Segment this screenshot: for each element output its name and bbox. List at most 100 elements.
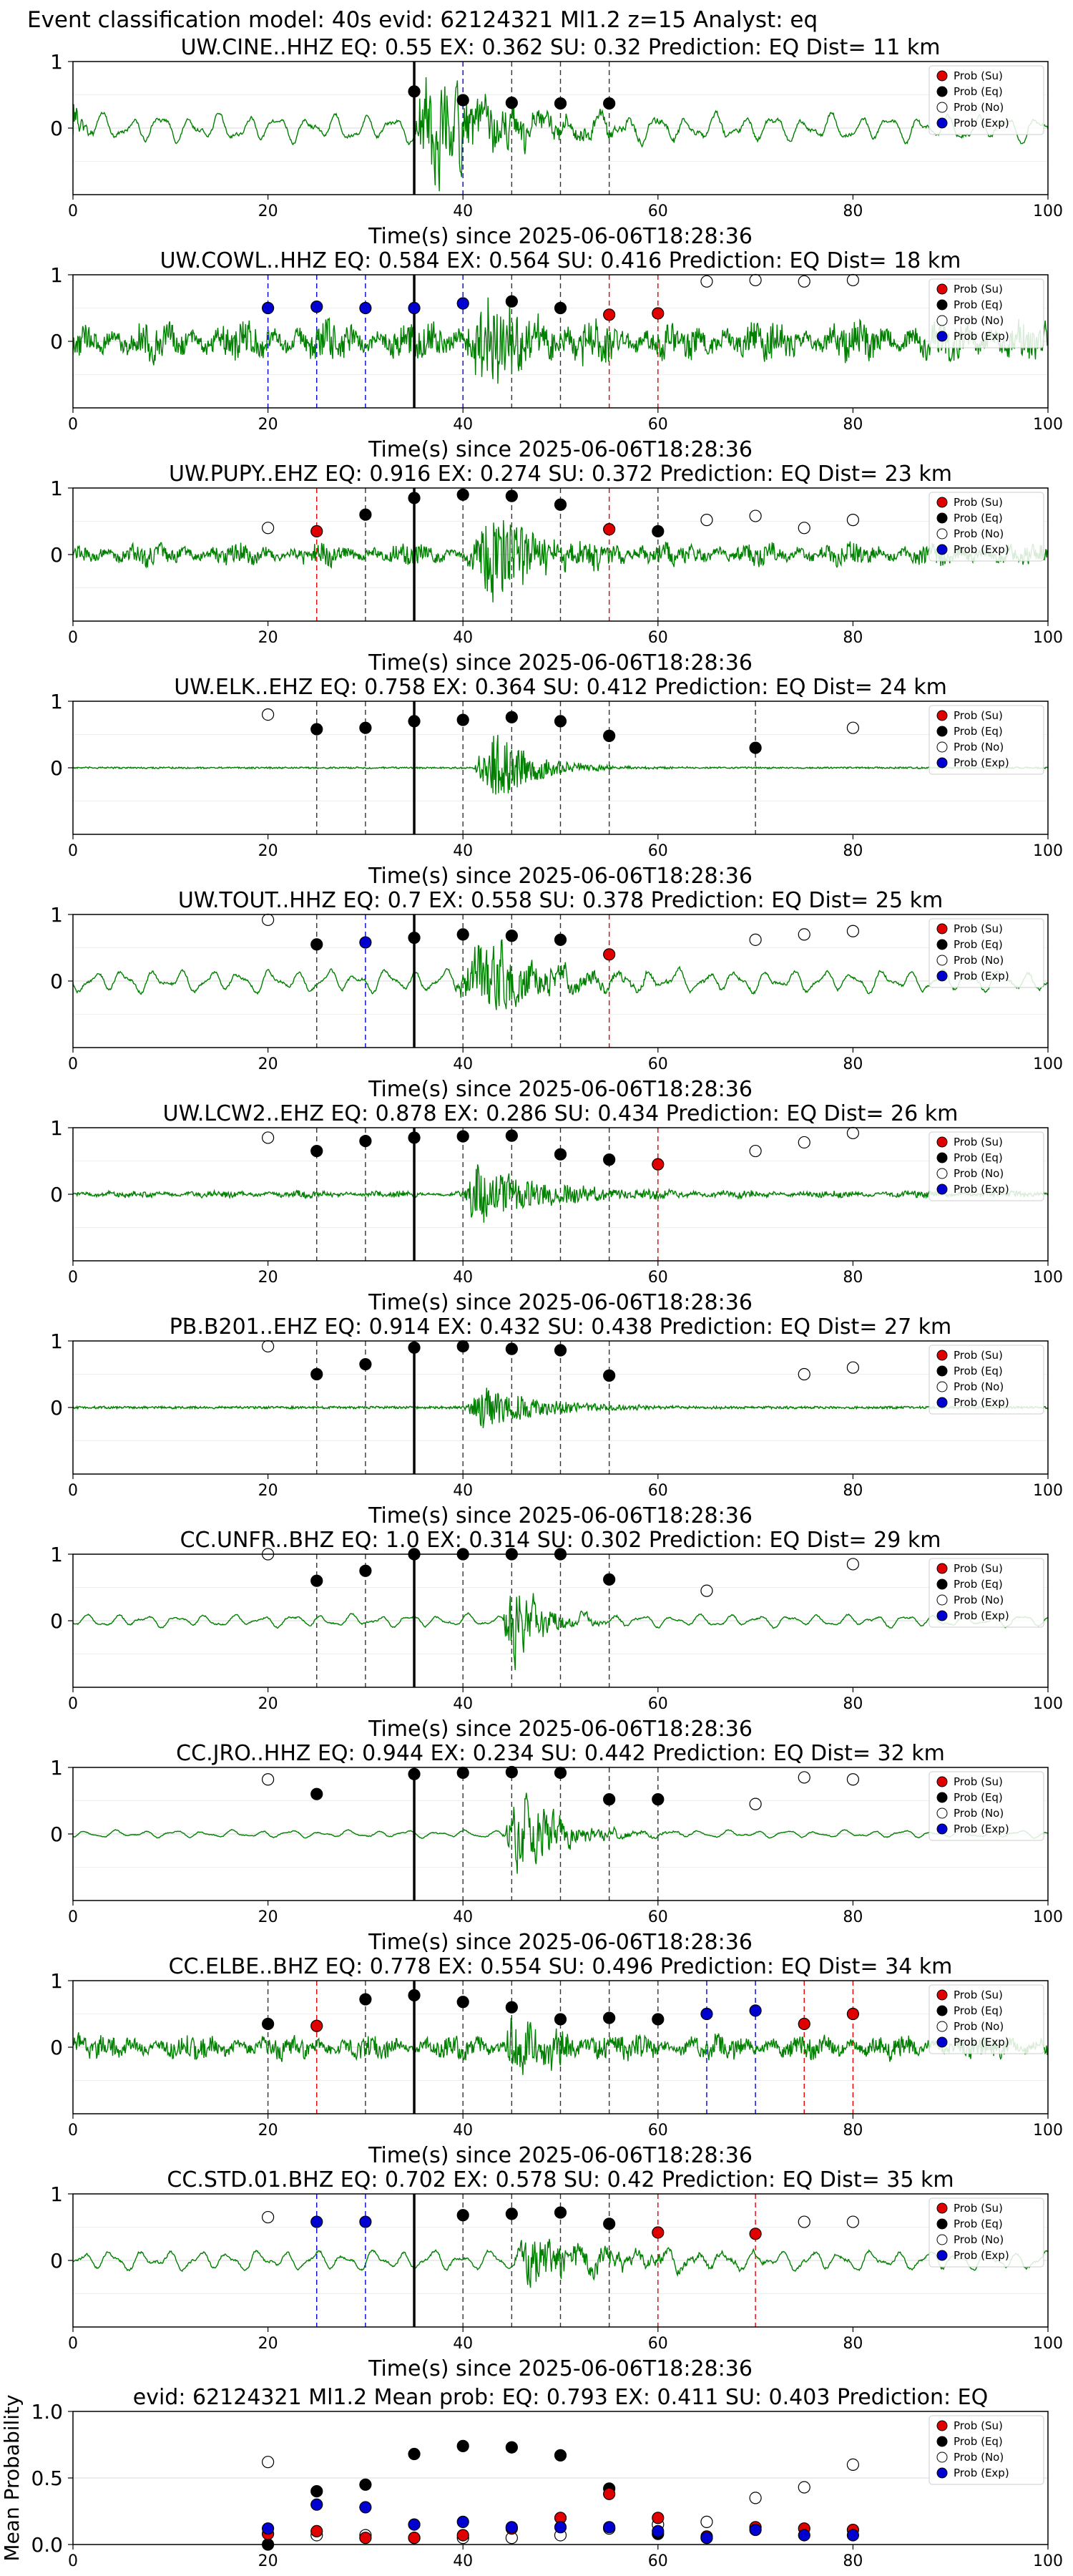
y-tick-label: 0.0 [31, 2533, 63, 2557]
marker-eq [603, 97, 616, 110]
legend-frame [929, 1131, 1044, 1201]
legend-marker-exp [936, 970, 948, 982]
legend-marker-su [936, 70, 948, 82]
panel: PB.B201..EHZ EQ: 0.914 EX: 0.432 SU: 0.4… [50, 1314, 1063, 1528]
marker-eq [310, 938, 323, 951]
legend-marker-eq [936, 1792, 948, 1803]
legend-label-su: Prob (Su) [954, 1136, 1003, 1148]
marker-eq [505, 1129, 518, 1142]
x-tick-label: 40 [453, 1055, 473, 1073]
marker-eq [359, 1134, 372, 1148]
marker-eq [456, 488, 469, 501]
x-tick-label: 100 [1033, 2552, 1063, 2570]
x-tick-label: 20 [258, 629, 278, 647]
legend-label-eq: Prob (Eq) [954, 298, 1003, 311]
mean-marker-no [262, 2456, 275, 2469]
x-tick-label: 40 [453, 1908, 473, 1926]
axes-frame [72, 1767, 1049, 1901]
marker-eq [652, 1793, 665, 1806]
legend-marker-su [936, 283, 948, 295]
mean-marker-exp [652, 2524, 665, 2537]
x-axis-label: Time(s) since 2025-06-06T18:28:36 [368, 1503, 753, 1528]
legend-label-su: Prob (Su) [954, 1989, 1003, 2001]
marker-su [652, 1158, 665, 1171]
marker-no [262, 2210, 275, 2224]
y-tick-label: 0 [50, 1609, 63, 1633]
marker-exp [359, 2215, 372, 2228]
mean-marker-exp [310, 2498, 323, 2511]
x-tick-label: 0 [68, 629, 78, 647]
marker-no [798, 1367, 810, 1381]
legend-frame [929, 918, 1044, 988]
marker-eq [408, 1131, 421, 1144]
panel: CC.STD.01.BHZ EQ: 0.702 EX: 0.578 SU: 0.… [50, 2167, 1063, 2381]
x-tick-label: 80 [843, 1269, 863, 1287]
legend-marker-su [936, 923, 948, 935]
legend-marker-no [936, 2021, 948, 2032]
marker-no [700, 275, 713, 288]
legend-label-su: Prob (Su) [954, 1562, 1003, 1575]
x-tick-label: 0 [68, 2552, 78, 2570]
x-axis-label: Time(s) since 2025-06-06T18:28:36 [368, 1290, 753, 1315]
x-tick-label: 80 [843, 203, 863, 220]
x-tick-label: 20 [258, 1695, 278, 1713]
marker-no [846, 1558, 860, 1571]
x-tick-label: 40 [453, 2335, 473, 2353]
legend-marker-eq [936, 2436, 948, 2447]
mean-marker-exp [846, 2529, 860, 2542]
panel: UW.PUPY..EHZ EQ: 0.916 EX: 0.274 SU: 0.3… [50, 462, 1063, 675]
legend-label-exp: Prob (Exp) [954, 117, 1009, 130]
y-tick-label: 0 [50, 2036, 63, 2059]
legend-label-eq: Prob (Eq) [954, 725, 1003, 738]
axes-frame [72, 1340, 1049, 1475]
legend-marker-su [936, 497, 948, 508]
marker-eq [603, 1153, 616, 1166]
legend-frame [929, 1558, 1044, 1628]
legend-label-exp: Prob (Exp) [954, 1823, 1009, 1835]
marker-no [798, 275, 810, 288]
marker-eq [554, 2206, 567, 2219]
x-tick-label: 0 [68, 1482, 78, 1500]
waveform-trace [73, 519, 1048, 602]
marker-no [749, 933, 762, 946]
y-tick-label: 1 [50, 1969, 63, 1993]
mean-marker-su [408, 2532, 421, 2545]
legend-marker-no [936, 1381, 948, 1392]
waveform-trace [73, 734, 1048, 795]
mean-marker-su [359, 2532, 372, 2545]
marker-su [798, 2017, 810, 2031]
x-tick-label: 40 [453, 2552, 473, 2570]
x-tick-label: 60 [648, 1908, 668, 1926]
legend-marker-no [936, 955, 948, 966]
legend-frame [929, 2415, 1044, 2485]
legend-frame [929, 1984, 1044, 2054]
marker-no [262, 1340, 275, 1353]
marker-eq [359, 508, 372, 521]
marker-no [798, 1136, 810, 1149]
x-tick-label: 100 [1033, 2335, 1063, 2353]
waveform-trace [73, 1792, 1048, 1874]
y-tick-label: 0 [50, 2249, 63, 2273]
y-tick-label: 1 [50, 477, 63, 500]
x-tick-label: 60 [648, 2335, 668, 2353]
x-tick-label: 80 [843, 1482, 863, 1500]
legend-label-no: Prob (No) [954, 741, 1004, 753]
axes-frame [72, 2411, 1049, 2545]
x-tick-label: 0 [68, 842, 78, 860]
marker-exp [310, 2215, 323, 2228]
marker-eq [749, 741, 762, 754]
marker-eq [603, 1793, 616, 1806]
marker-no [262, 522, 275, 535]
axes-frame [72, 914, 1049, 1048]
axes-frame [72, 1127, 1049, 1262]
mean-marker-su [310, 2524, 323, 2537]
legend-marker-exp [936, 117, 948, 129]
x-axis-label: Time(s) since 2025-06-06T18:28:36 [368, 864, 753, 889]
legend: Prob (Su) Prob (Eq) Prob (No) Prob (Exp) [929, 2415, 1044, 2485]
legend-label-su: Prob (Su) [954, 283, 1003, 296]
y-tick-label: 1 [50, 903, 63, 927]
y-axis-label: Mean Probability [0, 2394, 24, 2561]
x-tick-label: 20 [258, 416, 278, 434]
waveform-trace [73, 939, 1048, 1010]
